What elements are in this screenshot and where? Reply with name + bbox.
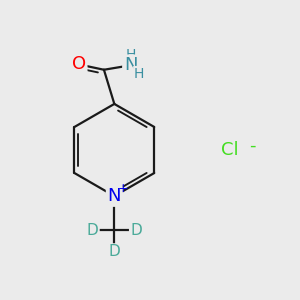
Text: D: D bbox=[130, 223, 142, 238]
Text: H: H bbox=[134, 67, 144, 81]
Text: D: D bbox=[87, 223, 98, 238]
Text: N: N bbox=[124, 56, 137, 74]
Text: N: N bbox=[108, 187, 121, 205]
Text: H: H bbox=[125, 49, 136, 62]
Text: O: O bbox=[72, 56, 86, 74]
Text: Cl: Cl bbox=[221, 141, 239, 159]
Text: +: + bbox=[117, 182, 128, 195]
Text: D: D bbox=[109, 244, 120, 260]
Text: -: - bbox=[249, 136, 256, 154]
